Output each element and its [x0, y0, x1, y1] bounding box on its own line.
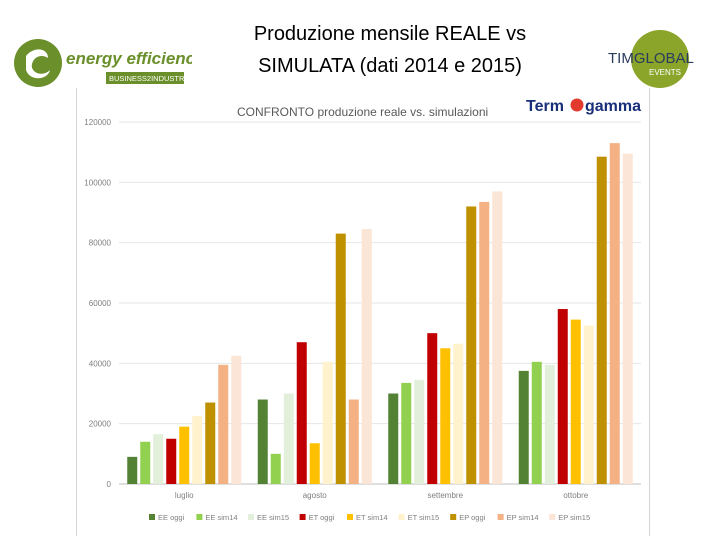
legend-label: EE oggi [158, 513, 185, 522]
bar-et-sim14-ottobre [570, 319, 581, 484]
legend-label: EP oggi [459, 513, 485, 522]
x-tick-label: agosto [303, 491, 328, 500]
bar-et-sim14-luglio [179, 426, 190, 484]
chart-title: CONFRONTO produzione reale vs. simulazio… [237, 105, 488, 119]
y-tick-label: 0 [107, 480, 112, 489]
tim-global-events-logo-line1: TIMGLOBAL [608, 50, 694, 67]
y-tick-label: 80000 [89, 239, 112, 248]
x-tick-label: luglio [175, 491, 194, 500]
legend-label: EP sim15 [558, 513, 590, 522]
bar-ee-sim14-ottobre [531, 361, 542, 484]
bar-ep-oggi-agosto [335, 233, 346, 484]
x-axis: luglio agosto settembre ottobre [175, 491, 589, 500]
energy-efficiency-logo-mark [14, 39, 62, 87]
tim-global-events-logo-line2: EVENTS [649, 68, 681, 77]
tim-global-events-logo: TIMGLOBAL EVENTS [608, 30, 694, 88]
bar-ee-sim14-settembre [401, 382, 412, 484]
bar-ee-oggi-ottobre [518, 370, 529, 484]
bar-ep-sim15-agosto [361, 229, 372, 484]
bar-ep-sim14-settembre [479, 201, 490, 485]
bar-ee-sim14-agosto [270, 453, 281, 484]
bar-ep-sim15-luglio [231, 355, 242, 484]
bar-et-sim15-luglio [192, 416, 203, 484]
legend-label: ET oggi [309, 513, 335, 522]
bar-ep-sim15-ottobre [622, 153, 633, 485]
legend-label: EP sim14 [507, 513, 539, 522]
legend-swatch [196, 514, 203, 520]
legend-label: EE sim14 [205, 513, 237, 522]
y-tick-label: 20000 [89, 420, 112, 429]
slide-title: Produzione mensile REALE vs SIMULATA (da… [190, 18, 590, 82]
bar-ee-sim14-luglio [140, 441, 151, 484]
bar-ee-oggi-agosto [257, 399, 268, 484]
chart-frame: CONFRONTO produzione reale vs. simulazio… [76, 88, 650, 536]
bar-et-oggi-luglio [166, 438, 177, 484]
legend-swatch [450, 514, 457, 520]
bar-ep-sim14-luglio [218, 364, 229, 484]
chart-legend: EE oggi EE sim14 EE sim15 ET oggi ET sim14 ET… [149, 513, 590, 522]
termogamma-logo-o [570, 98, 584, 112]
tim-global-events-logo-circle [631, 30, 689, 88]
bar-ep-oggi-settembre [466, 206, 477, 484]
chart-bars [127, 143, 633, 485]
bar-ep-oggi-luglio [205, 402, 216, 484]
bar-ee-sim15-ottobre [544, 364, 555, 484]
bar-ep-oggi-ottobre [596, 156, 607, 485]
termogamma-logo-text-a: Term [526, 98, 564, 115]
legend-swatch [497, 514, 504, 520]
energy-efficiency-logo-swirl [26, 49, 50, 79]
bar-ee-oggi-settembre [388, 393, 399, 484]
bar-ee-sim15-agosto [283, 393, 294, 484]
legend-swatch [299, 514, 306, 520]
bar-et-oggi-settembre [427, 333, 438, 484]
bar-et-sim15-agosto [322, 361, 333, 484]
legend-swatch [149, 514, 155, 520]
bar-ep-sim15-settembre [492, 191, 503, 484]
bar-ee-oggi-luglio [127, 456, 138, 484]
bar-ee-sim15-settembre [414, 379, 425, 484]
energy-efficiency-logo-tagline: BUSINESS2INDUSTRY [109, 74, 189, 83]
bar-chart: CONFRONTO produzione reale vs. simulazio… [84, 105, 641, 522]
bar-et-oggi-agosto [296, 342, 307, 484]
termogamma-logo-text-b: gamma [585, 98, 641, 115]
energy-efficiency-logo: energy efficiency BUSINESS2INDUSTRY [14, 39, 192, 87]
bar-et-sim15-ottobre [583, 325, 594, 484]
legend-label: EE sim15 [257, 513, 289, 522]
slide-title-line-1: Produzione mensile REALE vs [253, 23, 527, 45]
y-tick-label: 60000 [89, 299, 112, 308]
energy-efficiency-logo-name: energy efficiency [66, 49, 192, 68]
x-tick-label: settembre [427, 491, 463, 500]
legend-label: ET sim14 [356, 513, 388, 522]
bar-et-sim15-settembre [453, 343, 464, 484]
legend-swatch [347, 514, 353, 520]
bar-ep-sim14-agosto [348, 399, 359, 484]
bar-et-sim14-agosto [309, 443, 320, 484]
legend-swatch [398, 514, 405, 520]
termogamma-logo: Term gamma [526, 98, 641, 115]
slide-title-line-2: SIMULATA (dati 2014 e 2015) [258, 55, 522, 77]
legend-swatch [248, 514, 254, 520]
legend-label: ET sim15 [408, 513, 440, 522]
legend-swatch [549, 514, 556, 520]
bar-et-sim14-settembre [440, 348, 451, 484]
bar-ee-sim15-luglio [153, 434, 164, 484]
y-axis: 0 20000 40000 60000 80000 100000 120000 [84, 118, 111, 489]
energy-efficiency-logo-tagline-bar [106, 72, 184, 84]
bar-ep-sim14-ottobre [609, 143, 620, 484]
y-tick-label: 40000 [89, 359, 112, 368]
x-tick-label: ottobre [563, 491, 588, 500]
y-tick-label: 100000 [84, 178, 111, 187]
y-tick-label: 120000 [84, 118, 111, 127]
bar-et-oggi-ottobre [557, 309, 568, 484]
